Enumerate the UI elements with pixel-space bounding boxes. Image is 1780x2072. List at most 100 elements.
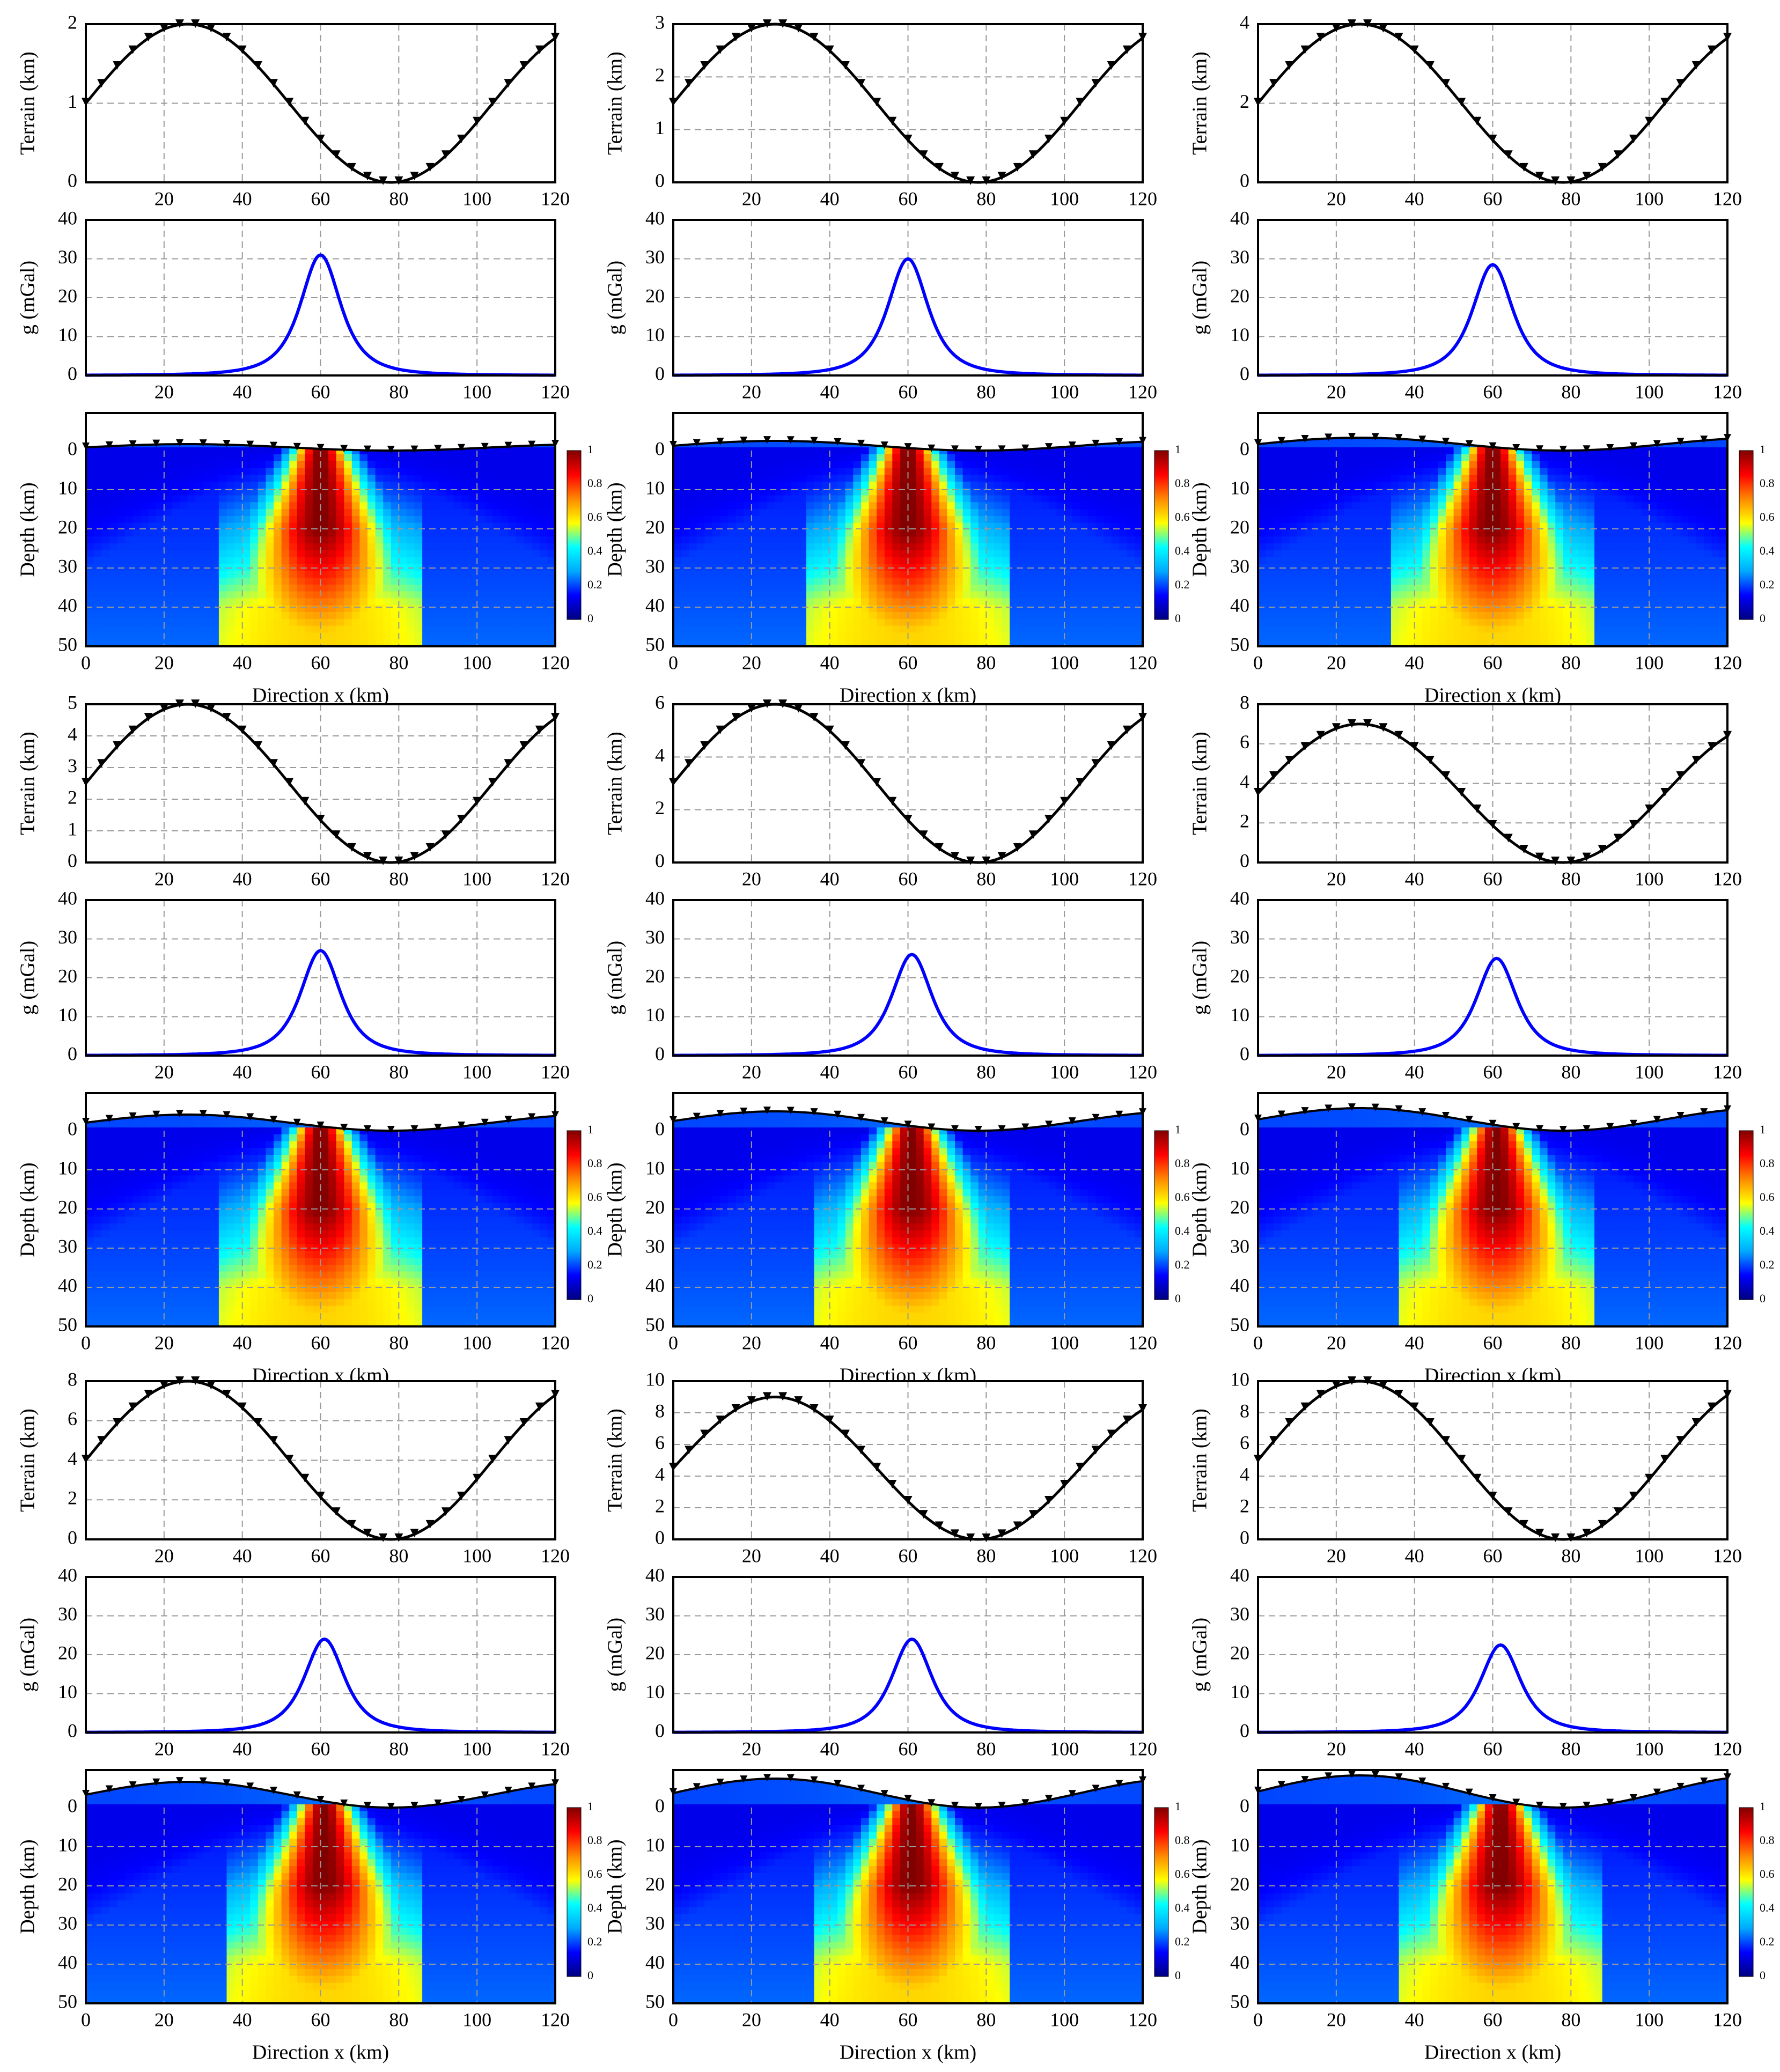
heatmap-cell [195, 550, 204, 558]
heatmap-cell [1111, 598, 1120, 606]
heatmap-cell [735, 502, 745, 510]
heatmap-cell [312, 632, 321, 640]
heatmap-cell [86, 515, 94, 523]
heatmap-cell [211, 509, 219, 517]
heatmap-cell [798, 522, 807, 530]
heatmap-cell [532, 612, 540, 620]
heatmap-cell [180, 488, 188, 496]
heatmap-cell [994, 529, 1003, 537]
heatmap-cell [422, 468, 431, 475]
heatmap-cell [970, 550, 979, 558]
heatmap-cell [1524, 454, 1533, 462]
heatmap-cell [453, 522, 462, 530]
heatmap-cell [359, 625, 368, 633]
heatmap-cell [305, 557, 313, 565]
heatmap-cell [775, 495, 783, 503]
heatmap-cell [117, 550, 126, 558]
heatmap-cell [242, 578, 251, 585]
heatmap-cell [187, 461, 196, 469]
heatmap-cell [469, 578, 477, 585]
heatmap-cell [469, 522, 477, 530]
heatmap-cell [759, 598, 768, 606]
heatmap-cell [986, 509, 995, 517]
heatmap-cell [1025, 509, 1034, 517]
terrain-ylabel: Terrain (km) [604, 51, 627, 155]
heatmap-cell [1672, 454, 1681, 462]
heatmap-cell [798, 543, 807, 551]
terrain-marker [128, 45, 137, 54]
terrain-marker [700, 61, 709, 70]
heatmap-cell [438, 584, 446, 592]
heatmap-cell [172, 605, 180, 613]
heatmap-cell [211, 632, 219, 640]
heatmap-cell [211, 488, 219, 496]
heatmap-cell [266, 515, 274, 523]
heatmap-cell [1135, 632, 1143, 640]
heatmap-cell [735, 495, 745, 503]
heatmap-cell [970, 529, 979, 537]
heatmap-cell [1135, 468, 1143, 475]
heatmap-cell [242, 468, 251, 475]
heatmap-cell [211, 447, 219, 455]
heatmap-cell [822, 571, 830, 578]
heatmap-cell [351, 612, 361, 620]
depth-ytick-label: 10 [58, 477, 77, 498]
heatmap-cell [931, 529, 940, 537]
heatmap-cell [712, 454, 721, 462]
heatmap-cell [148, 495, 157, 503]
heatmap-cell [712, 495, 721, 503]
heatmap-cell [141, 447, 149, 455]
heatmap-cell [1087, 495, 1097, 503]
heatmap-cell [923, 571, 932, 578]
heatmap-cell [187, 605, 196, 613]
heatmap-cell [1087, 454, 1097, 462]
heatmap-cell [281, 475, 290, 482]
heatmap-cell [344, 502, 352, 510]
heatmap-cell [955, 481, 963, 489]
heatmap-cell [383, 618, 392, 626]
heatmap-cell [681, 481, 689, 489]
heatmap-cell [266, 598, 274, 606]
heatmap-cell [1407, 468, 1415, 475]
heatmap-cell [923, 632, 932, 640]
heatmap-cell [539, 488, 548, 496]
heatmap-cell [430, 488, 439, 496]
heatmap-cell [1064, 488, 1073, 496]
heatmap-cell [461, 598, 470, 606]
heatmap-cell [853, 598, 862, 606]
heatmap-cell [806, 475, 815, 482]
heatmap-cell [383, 502, 392, 510]
terrain-marker [1535, 172, 1544, 181]
heatmap-cell [767, 571, 776, 578]
heatmap-cell [399, 618, 407, 626]
heatmap-cell [516, 495, 525, 503]
heatmap-cell [775, 522, 783, 530]
heatmap-cell [516, 468, 525, 475]
heatmap-cell [422, 625, 431, 633]
heatmap-cell [1025, 598, 1034, 606]
heatmap-cell [814, 632, 822, 640]
heatmap-cell [195, 461, 204, 469]
heatmap-cell [453, 509, 462, 517]
heatmap-cell [962, 557, 971, 565]
heatmap-cell [250, 502, 259, 510]
heatmap-cell [869, 591, 877, 599]
heatmap-cell [689, 515, 697, 523]
heatmap-cell [344, 522, 352, 530]
terrain-marker [1582, 172, 1591, 181]
heatmap-cell [203, 543, 212, 551]
heatmap-cell [438, 543, 446, 551]
heatmap-cell [172, 502, 180, 510]
heatmap-cell [1010, 612, 1018, 620]
heatmap-cell [767, 509, 776, 517]
heatmap-cell [712, 522, 721, 530]
heatmap-cell [211, 529, 219, 537]
heatmap-cell [484, 522, 494, 530]
heatmap-cell [1087, 571, 1097, 578]
heatmap-cell [508, 618, 517, 626]
heatmap-cell [351, 529, 361, 537]
heatmap-cell [258, 632, 267, 640]
heatmap-cell [399, 550, 407, 558]
heatmap-cell [203, 557, 212, 565]
heatmap-cell [728, 529, 737, 537]
